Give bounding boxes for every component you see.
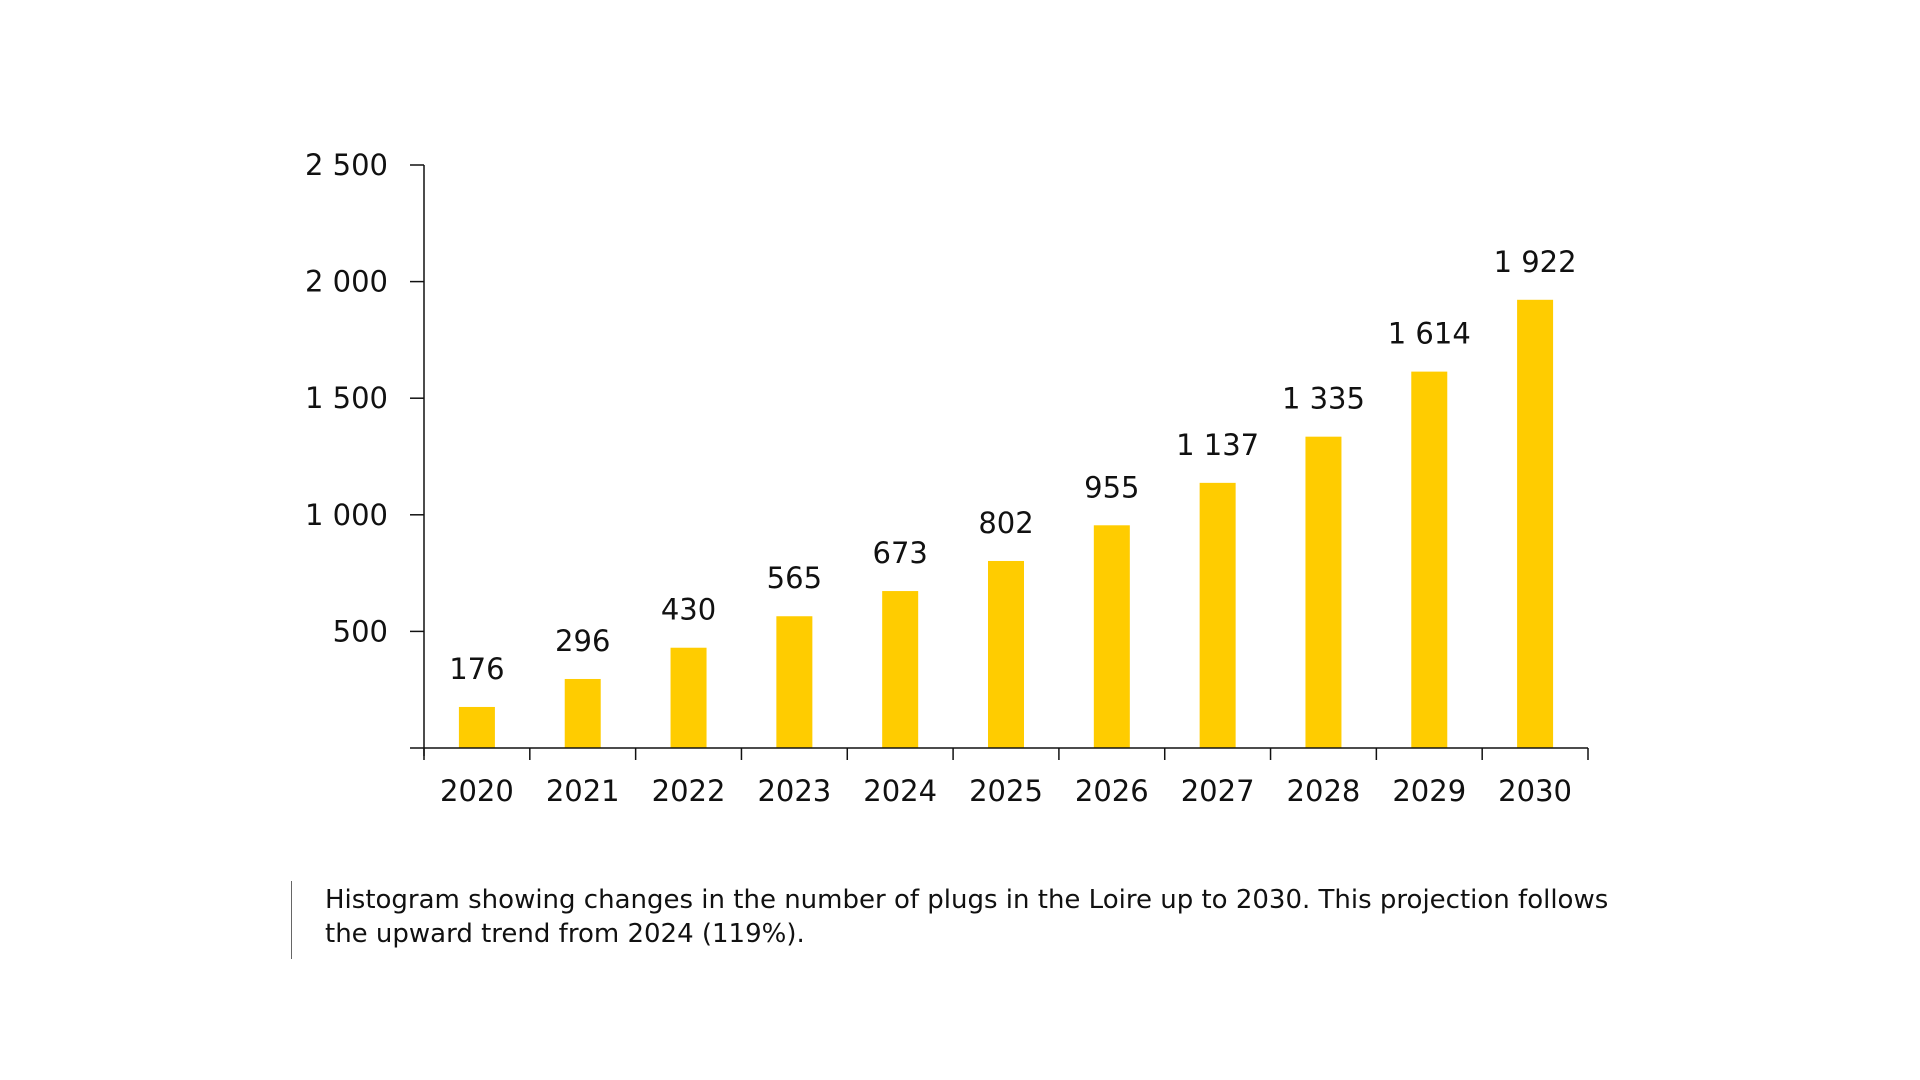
x-tick-label-2028: 2028: [1287, 774, 1361, 808]
bar-2020: [458, 706, 495, 748]
data-label-2025: 802: [978, 506, 1033, 540]
y-ticks-group: 500 1 000 1 500 2 000 2 500: [305, 148, 424, 648]
bar-2022: [670, 647, 707, 748]
data-label-2024: 673: [873, 536, 928, 570]
x-tick-label-2020: 2020: [440, 774, 514, 808]
x-tick-label-2023: 2023: [757, 774, 831, 808]
x-tick-label-2029: 2029: [1392, 774, 1466, 808]
bar-2025: [988, 560, 1024, 748]
data-label-2030: 1 922: [1494, 245, 1577, 279]
axes-group: [410, 165, 1588, 756]
x-tick-label-2030: 2030: [1498, 774, 1572, 808]
bar-2023: [776, 616, 813, 748]
data-label-2022: 430: [661, 593, 716, 627]
x-tick-label-2026: 2026: [1075, 774, 1149, 808]
bar-2027: [1199, 482, 1236, 748]
bar-2024: [882, 591, 919, 748]
x-tick-label-2021: 2021: [546, 774, 620, 808]
data-label-2021: 296: [555, 624, 610, 658]
y-tick-label: 1 500: [305, 381, 388, 415]
x-ticks-group: 2020 2021 2022 2023 2024 2025 2026 2027 2028 2029…: [423, 748, 1589, 808]
data-label-2023: 565: [767, 561, 822, 595]
bars-group: [458, 299, 1554, 748]
data-label-2020: 176: [449, 652, 504, 686]
y-tick-label: 500: [333, 614, 388, 648]
x-tick-label-2024: 2024: [863, 774, 937, 808]
x-tick-label-2027: 2027: [1181, 774, 1255, 808]
x-tick-label-2022: 2022: [652, 774, 726, 808]
y-tick-label: 2 000: [305, 265, 388, 299]
data-label-2028: 1 335: [1282, 382, 1365, 416]
y-tick-label: 2 500: [305, 148, 388, 182]
data-label-2029: 1 614: [1388, 317, 1471, 351]
data-label-2027: 1 137: [1176, 428, 1259, 462]
data-labels-group: 176 296 430 565 673 802 955 1 137 1 335 1 614 1 92…: [449, 245, 1576, 686]
chart-caption: Histogram showing changes in the number …: [291, 881, 1625, 959]
y-tick-label: 1 000: [305, 498, 388, 532]
bar-2028: [1305, 436, 1342, 748]
x-tick-label-2025: 2025: [969, 774, 1043, 808]
data-label-2026: 955: [1084, 470, 1139, 504]
bar-2026: [1093, 525, 1130, 748]
bar-2029: [1411, 371, 1448, 748]
bar-2030: [1517, 299, 1554, 748]
bar-2021: [564, 678, 601, 748]
